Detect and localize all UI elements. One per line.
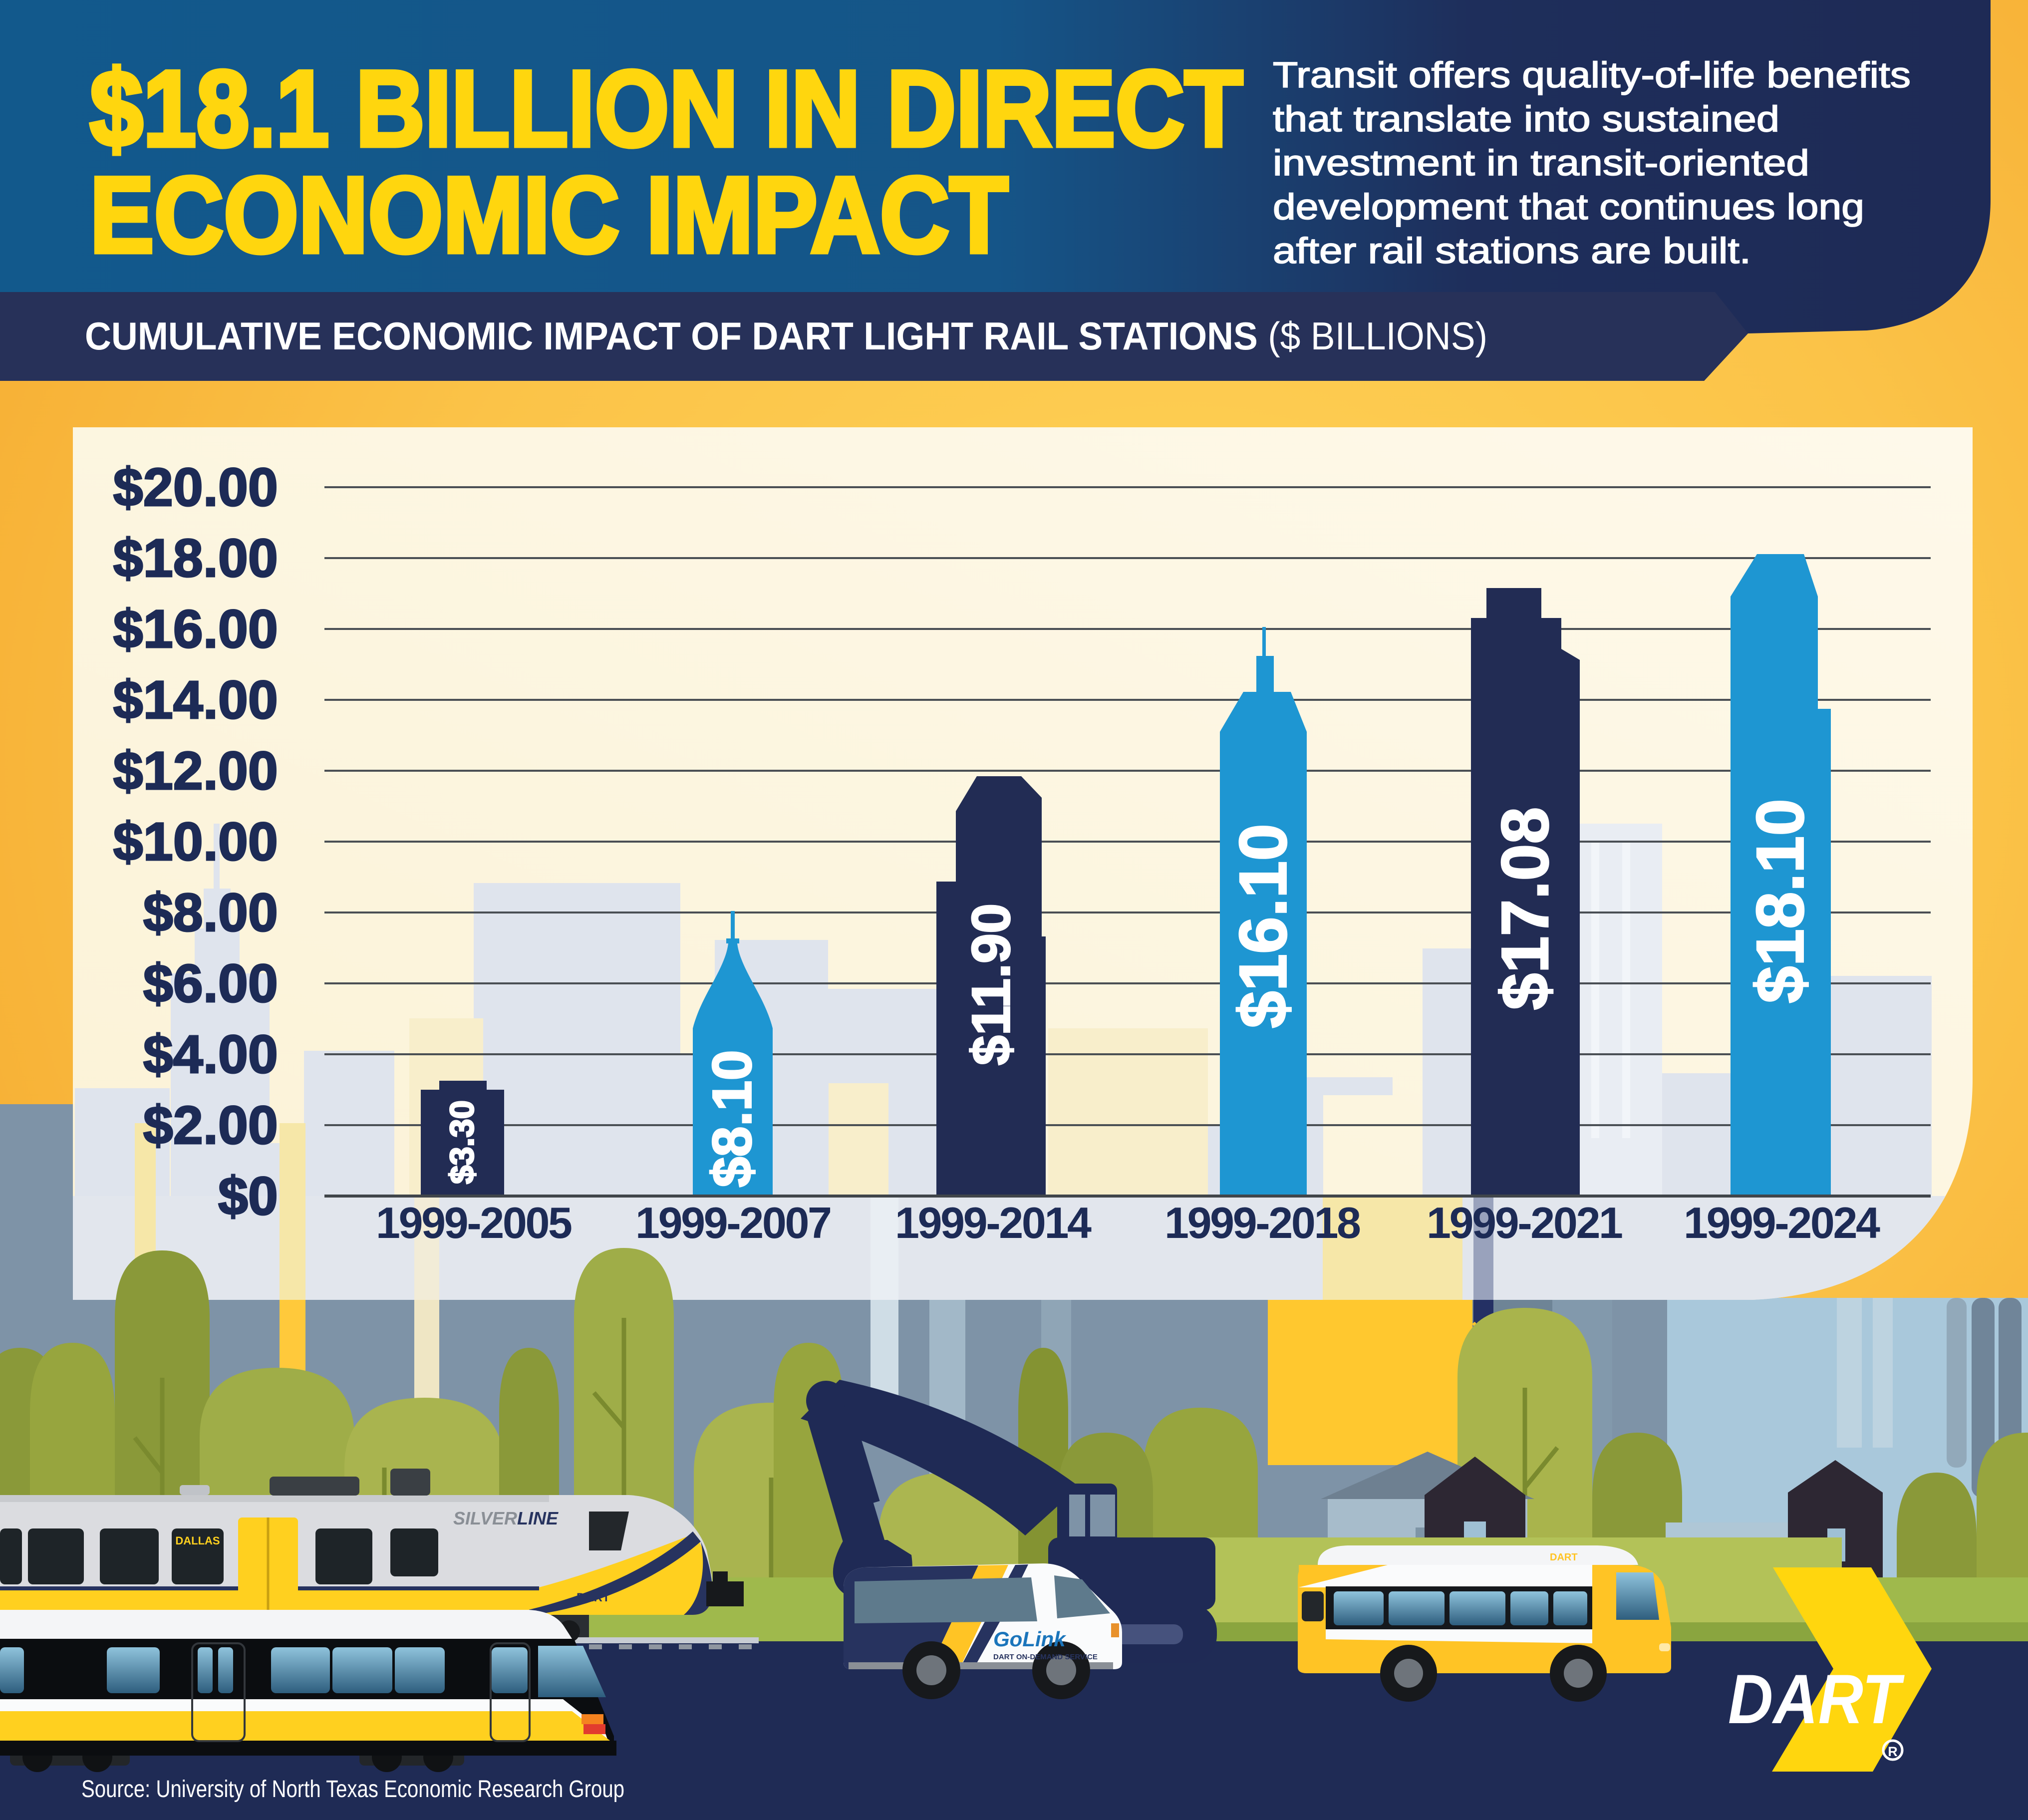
- svg-text:Source: University of North Te: Source: University of North Texas Econom…: [81, 1776, 624, 1803]
- svg-text:$3.30: $3.30: [444, 1100, 481, 1184]
- svg-text:development that continues lon: development that continues long: [1273, 187, 1864, 227]
- svg-text:$20.00: $20.00: [113, 457, 278, 517]
- svg-text:ECONOMIC IMPACT: ECONOMIC IMPACT: [90, 154, 1008, 275]
- svg-text:1999-2021: 1999-2021: [1427, 1198, 1623, 1247]
- svg-text:Transit offers quality-of-life: Transit offers quality-of-life benefits: [1273, 55, 1911, 95]
- svg-text:$11.90: $11.90: [961, 904, 1021, 1065]
- svg-text:1999-2024: 1999-2024: [1684, 1198, 1880, 1247]
- svg-text:DART: DART: [577, 1591, 610, 1604]
- svg-text:$18.00: $18.00: [113, 528, 278, 588]
- svg-text:$8.00: $8.00: [143, 882, 278, 942]
- svg-text:1999-2007: 1999-2007: [635, 1198, 832, 1247]
- svg-text:SILVERLINE: SILVERLINE: [453, 1508, 559, 1528]
- svg-text:$12.00: $12.00: [113, 740, 278, 801]
- svg-text:1999-2014: 1999-2014: [895, 1198, 1092, 1247]
- svg-text:$18.1 BILLION IN DIRECT: $18.1 BILLION IN DIRECT: [90, 48, 1243, 169]
- svg-text:DART: DART: [1728, 1660, 1905, 1738]
- svg-text:R: R: [1888, 1744, 1898, 1759]
- svg-text:$0: $0: [218, 1166, 278, 1226]
- svg-text:$14.00: $14.00: [113, 669, 278, 730]
- svg-text:after rail stations are built.: after rail stations are built.: [1273, 231, 1751, 271]
- svg-text:investment in transit-oriented: investment in transit-oriented: [1273, 143, 1809, 183]
- svg-text:DART: DART: [1550, 1552, 1578, 1563]
- svg-text:$4.00: $4.00: [143, 1024, 278, 1084]
- svg-text:DART ON-DEMAND SERVICE: DART ON-DEMAND SERVICE: [993, 1653, 1098, 1661]
- svg-text:$16.00: $16.00: [113, 599, 278, 659]
- svg-text:$2.00: $2.00: [143, 1095, 278, 1155]
- svg-text:$17.08: $17.08: [1488, 807, 1562, 1010]
- svg-text:that translate into sustained: that translate into sustained: [1273, 99, 1779, 139]
- svg-text:$16.10: $16.10: [1226, 824, 1301, 1028]
- svg-text:$6.00: $6.00: [143, 953, 278, 1013]
- svg-text:1999-2018: 1999-2018: [1164, 1198, 1361, 1247]
- svg-text:CUMULATIVE ECONOMIC IMPACT OF: CUMULATIVE ECONOMIC IMPACT OF DART LIGHT…: [85, 314, 1487, 358]
- svg-text:$8.10: $8.10: [702, 1050, 763, 1187]
- svg-text:1999-2005: 1999-2005: [376, 1198, 573, 1247]
- svg-text:$10.00: $10.00: [113, 811, 278, 872]
- svg-text:$18.10: $18.10: [1743, 799, 1818, 1003]
- svg-text:GoLink: GoLink: [993, 1627, 1067, 1651]
- svg-text:DALLAS: DALLAS: [175, 1534, 220, 1547]
